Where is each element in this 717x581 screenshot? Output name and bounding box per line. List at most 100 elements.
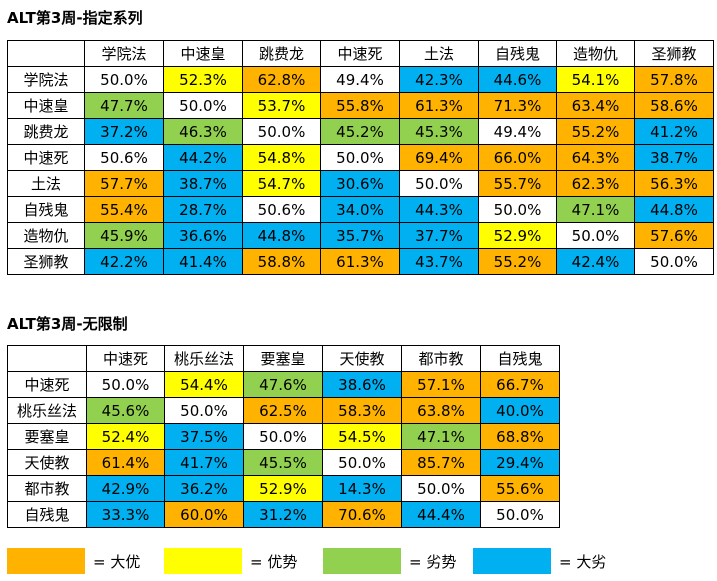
- row-header: 造物仇: [7, 222, 85, 249]
- row-header: 自残鬼: [7, 196, 85, 223]
- winrate-cell: 42.3%: [399, 66, 479, 93]
- winrate-cell: 40.0%: [480, 397, 560, 424]
- winrate-cell: 66.7%: [480, 371, 560, 398]
- winrate-cell: 44.8%: [634, 196, 714, 223]
- column-header: 中速死: [86, 345, 165, 372]
- column-header: 圣狮教: [634, 40, 714, 67]
- winrate-cell: 61.3%: [399, 92, 479, 119]
- winrate-cell: 47.7%: [84, 92, 164, 119]
- header-row: 学院法 中速皇 跳费龙 中速死 土法 自残鬼 造物仇 圣狮教: [7, 40, 714, 67]
- winrate-cell: 85.7%: [401, 449, 481, 476]
- winrate-cell: 45.9%: [84, 222, 164, 249]
- winrate-cell: 54.5%: [322, 423, 402, 450]
- winrate-cell: 58.6%: [634, 92, 714, 119]
- winrate-cell: 47.1%: [401, 423, 481, 450]
- color-legend: = 大优 = 优势 = 劣势 = 大劣: [7, 548, 713, 574]
- winrate-cell: 50.0%: [556, 222, 635, 249]
- winrate-cell: 52.9%: [243, 475, 323, 502]
- winrate-cell: 45.2%: [320, 118, 400, 145]
- winrate-cell: 54.1%: [556, 66, 635, 93]
- row-header: 中速皇: [7, 92, 85, 119]
- winrate-cell: 55.2%: [556, 118, 635, 145]
- winrate-cell: 50.0%: [478, 196, 557, 223]
- winrate-cell: 50.0%: [480, 501, 560, 528]
- table-row: 中速死 50.0% 54.4% 47.6% 38.6% 57.1% 66.7%: [7, 371, 560, 398]
- winrate-cell: 60.0%: [164, 501, 244, 528]
- row-header: 圣狮教: [7, 248, 85, 275]
- table-row: 桃乐丝法 45.6% 50.0% 62.5% 58.3% 63.8% 40.0%: [7, 397, 560, 424]
- winrate-cell: 50.0%: [320, 144, 400, 171]
- winrate-cell: 36.2%: [164, 475, 244, 502]
- legend-label: = 优势: [250, 553, 298, 571]
- winrate-cell: 50.0%: [399, 170, 479, 197]
- winrate-cell: 50.6%: [84, 144, 164, 171]
- row-header: 要塞皇: [7, 423, 87, 450]
- winrate-cell: 30.6%: [320, 170, 400, 197]
- winrate-cell: 49.4%: [320, 66, 400, 93]
- winrate-cell: 37.5%: [164, 423, 244, 450]
- column-header: 学院法: [84, 40, 164, 67]
- winrate-cell: 54.7%: [242, 170, 321, 197]
- header-row: 中速死 桃乐丝法 要塞皇 天使教 都市教 自残鬼: [7, 345, 560, 372]
- legend-swatch: [164, 548, 242, 574]
- winrate-cell: 66.0%: [478, 144, 557, 171]
- row-header: 都市教: [7, 475, 87, 502]
- winrate-cell: 38.6%: [322, 371, 402, 398]
- table-row: 造物仇 45.9% 36.6% 44.8% 35.7% 37.7% 52.9% 50.0% 57…: [7, 222, 714, 249]
- winrate-cell: 43.7%: [399, 248, 479, 275]
- column-header: 跳费龙: [242, 40, 321, 67]
- winrate-cell: 68.8%: [480, 423, 560, 450]
- table1-title: ALT第3周-指定系列: [7, 9, 143, 27]
- row-header: 学院法: [7, 66, 85, 93]
- winrate-cell: 14.3%: [322, 475, 402, 502]
- legend-swatch: [473, 548, 551, 574]
- legend-label: = 大劣: [559, 553, 607, 571]
- matchup-table-unlimited: 中速死 桃乐丝法 要塞皇 天使教 都市教 自残鬼 中速死 50.0% 54.4% 47.6% 38.…: [7, 345, 560, 528]
- table-row: 自残鬼 33.3% 60.0% 31.2% 70.6% 44.4% 50.0%: [7, 501, 560, 528]
- winrate-cell: 46.3%: [163, 118, 243, 145]
- winrate-cell: 31.2%: [243, 501, 323, 528]
- winrate-cell: 55.4%: [84, 196, 164, 223]
- winrate-cell: 69.4%: [399, 144, 479, 171]
- winrate-cell: 42.9%: [86, 475, 165, 502]
- winrate-cell: 44.2%: [163, 144, 243, 171]
- legend-swatch: [7, 548, 85, 574]
- winrate-cell: 38.7%: [634, 144, 714, 171]
- table-row: 自残鬼 55.4% 28.7% 50.6% 34.0% 44.3% 50.0% 47.1% 44…: [7, 196, 714, 223]
- winrate-cell: 44.4%: [401, 501, 481, 528]
- winrate-cell: 47.1%: [556, 196, 635, 223]
- column-header: 中速死: [320, 40, 400, 67]
- winrate-cell: 41.2%: [634, 118, 714, 145]
- corner-cell: [7, 345, 87, 372]
- winrate-cell: 37.2%: [84, 118, 164, 145]
- winrate-cell: 63.4%: [556, 92, 635, 119]
- winrate-cell: 34.0%: [320, 196, 400, 223]
- winrate-cell: 55.6%: [480, 475, 560, 502]
- winrate-cell: 33.3%: [86, 501, 165, 528]
- winrate-cell: 57.8%: [634, 66, 714, 93]
- row-header: 自残鬼: [7, 501, 87, 528]
- corner-cell: [7, 40, 85, 67]
- winrate-cell: 50.0%: [164, 397, 244, 424]
- winrate-cell: 50.0%: [634, 248, 714, 275]
- winrate-cell: 57.6%: [634, 222, 714, 249]
- winrate-cell: 54.8%: [242, 144, 321, 171]
- winrate-cell: 44.6%: [478, 66, 557, 93]
- winrate-cell: 29.4%: [480, 449, 560, 476]
- winrate-cell: 52.9%: [478, 222, 557, 249]
- legend-label: = 大优: [93, 553, 141, 571]
- row-header: 土法: [7, 170, 85, 197]
- winrate-cell: 58.8%: [242, 248, 321, 275]
- column-header: 自残鬼: [480, 345, 560, 372]
- winrate-cell: 47.6%: [243, 371, 323, 398]
- winrate-cell: 52.4%: [86, 423, 165, 450]
- winrate-cell: 64.3%: [556, 144, 635, 171]
- winrate-cell: 50.0%: [84, 66, 164, 93]
- winrate-cell: 49.4%: [478, 118, 557, 145]
- table-row: 学院法 50.0% 52.3% 62.8% 49.4% 42.3% 44.6% 54.1% 57…: [7, 66, 714, 93]
- winrate-cell: 58.3%: [322, 397, 402, 424]
- winrate-cell: 35.7%: [320, 222, 400, 249]
- winrate-cell: 57.7%: [84, 170, 164, 197]
- winrate-cell: 45.6%: [86, 397, 165, 424]
- column-header: 天使教: [322, 345, 402, 372]
